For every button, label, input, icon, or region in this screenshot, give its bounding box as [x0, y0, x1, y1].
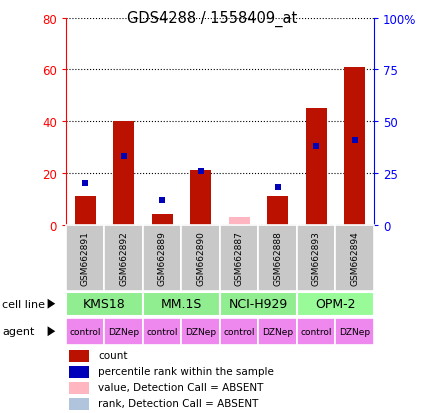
- Bar: [229, 217, 250, 225]
- Bar: [220, 318, 258, 345]
- Bar: [66, 318, 105, 345]
- Text: GSM662891: GSM662891: [81, 231, 90, 285]
- Text: DZNep: DZNep: [262, 327, 293, 336]
- Bar: [74, 197, 96, 225]
- Bar: [105, 318, 143, 345]
- Text: control: control: [300, 327, 332, 336]
- Bar: [190, 171, 211, 225]
- Text: GSM662892: GSM662892: [119, 231, 128, 285]
- Bar: [69, 350, 89, 362]
- Text: rank, Detection Call = ABSENT: rank, Detection Call = ABSENT: [98, 398, 259, 408]
- Bar: [105, 225, 143, 291]
- Text: GDS4288 / 1558409_at: GDS4288 / 1558409_at: [128, 10, 298, 26]
- Bar: [181, 225, 220, 291]
- Bar: [220, 225, 258, 291]
- Text: GSM662888: GSM662888: [273, 231, 282, 285]
- Bar: [181, 318, 220, 345]
- Bar: [66, 225, 105, 291]
- Bar: [143, 225, 181, 291]
- Text: cell line: cell line: [2, 299, 45, 309]
- Text: GSM662893: GSM662893: [312, 231, 321, 285]
- Text: value, Detection Call = ABSENT: value, Detection Call = ABSENT: [98, 382, 264, 392]
- Bar: [267, 197, 288, 225]
- Bar: [152, 215, 173, 225]
- Text: DZNep: DZNep: [185, 327, 216, 336]
- Bar: [69, 398, 89, 410]
- Text: GSM662889: GSM662889: [158, 231, 167, 285]
- Text: GSM662890: GSM662890: [196, 231, 205, 285]
- Text: count: count: [98, 350, 128, 360]
- Bar: [143, 292, 220, 316]
- Bar: [66, 292, 143, 316]
- Text: agent: agent: [2, 326, 34, 337]
- Text: GSM662887: GSM662887: [235, 231, 244, 285]
- Text: control: control: [224, 327, 255, 336]
- Bar: [258, 318, 297, 345]
- Bar: [258, 225, 297, 291]
- Text: KMS18: KMS18: [83, 297, 126, 311]
- Bar: [335, 225, 374, 291]
- Bar: [297, 225, 335, 291]
- Text: control: control: [147, 327, 178, 336]
- Text: DZNep: DZNep: [108, 327, 139, 336]
- Text: control: control: [69, 327, 101, 336]
- Bar: [335, 318, 374, 345]
- Text: GSM662894: GSM662894: [350, 231, 359, 285]
- Bar: [297, 318, 335, 345]
- Text: NCI-H929: NCI-H929: [229, 297, 288, 311]
- Text: OPM-2: OPM-2: [315, 297, 356, 311]
- Bar: [143, 318, 181, 345]
- Text: DZNep: DZNep: [339, 327, 370, 336]
- Text: percentile rank within the sample: percentile rank within the sample: [98, 366, 274, 376]
- Bar: [306, 109, 327, 225]
- Bar: [69, 382, 89, 394]
- Bar: [344, 68, 366, 225]
- Bar: [297, 292, 374, 316]
- Bar: [220, 292, 297, 316]
- Bar: [113, 122, 134, 225]
- Bar: [69, 366, 89, 378]
- Text: MM.1S: MM.1S: [161, 297, 202, 311]
